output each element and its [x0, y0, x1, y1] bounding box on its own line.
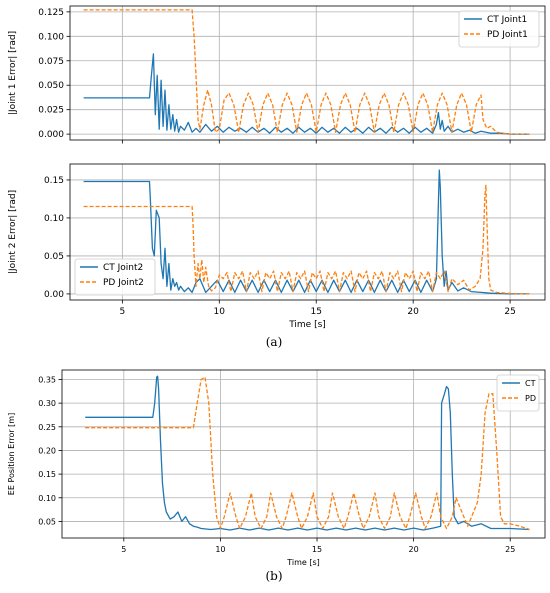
series-line-pd — [83, 184, 530, 295]
y-axis-label: |Joint 1 Error| [rad] — [8, 31, 18, 115]
chart-joint2-error: 5 10 15 20 25 0.00 0.05 0.10 0.15 Time [s] |Joint … — [8, 163, 546, 330]
y-tick-label: 0.125 — [38, 8, 64, 18]
plot-frame — [69, 163, 546, 301]
legend-label-ct: CT — [525, 379, 536, 388]
x-tick-label: 10 — [215, 545, 225, 554]
legend: CT PD — [496, 374, 540, 412]
legend-label-pd: PD Joint2 — [103, 278, 144, 288]
y-tick-label: 0.25 — [38, 423, 56, 432]
y-tick-label: 0.10 — [38, 494, 56, 503]
series-line-pd — [83, 9, 530, 135]
x-tick-label: 10 — [214, 307, 226, 317]
chart-ee-position-error: 5 10 15 20 25 0.05 0.10 0.15 0.20 0.25 0.30 0.35 Tim… — [7, 369, 546, 567]
x-tick-label: 20 — [407, 307, 419, 317]
caption-b: (b) — [265, 569, 283, 583]
y-tick-label: 0.00 — [44, 290, 64, 300]
y-axis-label: EE Position Error [m] — [7, 413, 16, 495]
series-line-ct — [85, 375, 530, 531]
y-tick-label: 0.075 — [38, 57, 64, 67]
x-tick-label: 20 — [409, 545, 419, 554]
y-tick-label: 0.15 — [38, 470, 56, 479]
chart-joint1-error: 0.000 0.025 0.050 0.075 0.100 0.125 |Joint 1 E… — [8, 5, 546, 144]
legend: CT Joint2 PD Joint2 — [74, 258, 156, 296]
legend: CT Joint1 PD Joint1 — [458, 10, 540, 48]
x-tick-label: 5 — [121, 545, 126, 554]
legend-label-pd: PD — [525, 394, 536, 403]
legend-label-pd: PD Joint1 — [487, 30, 528, 40]
x-tick-label: 25 — [505, 545, 515, 554]
y-tick-label: 0.05 — [44, 252, 64, 262]
y-tick-label: 0.000 — [38, 130, 64, 140]
plot-frame — [61, 369, 546, 539]
y-tick-label: 0.025 — [38, 106, 64, 116]
series-line-pd — [85, 376, 530, 531]
x-tick-label: 15 — [310, 307, 321, 317]
legend-box — [458, 10, 540, 48]
y-tick-label: 0.30 — [38, 399, 56, 408]
legend-label-ct: CT Joint2 — [103, 263, 143, 273]
x-tick-label: 15 — [312, 545, 322, 554]
y-tick-label: 0.10 — [44, 214, 64, 224]
x-tick-label: 25 — [504, 307, 515, 317]
y-axis-label: |Joint 2 Error| [rad] — [8, 190, 18, 274]
series-line-ct — [83, 169, 530, 295]
y-tick-label: 0.35 — [38, 375, 56, 384]
y-tick-label: 0.15 — [44, 176, 64, 186]
x-axis-label: Time [s] — [286, 558, 320, 567]
plot-frame — [69, 5, 546, 141]
y-tick-label: 0.050 — [38, 81, 64, 91]
legend-box — [496, 374, 540, 412]
x-axis-label: Time [s] — [288, 320, 326, 330]
x-tick-label: 5 — [119, 307, 125, 317]
y-tick-label: 0.20 — [38, 446, 56, 455]
y-tick-label: 0.100 — [38, 32, 64, 42]
series-line-ct — [83, 53, 530, 135]
y-tick-label: 0.05 — [38, 517, 56, 526]
legend-label-ct: CT Joint1 — [487, 15, 527, 25]
legend-box — [74, 258, 156, 296]
caption-a: (a) — [265, 335, 283, 349]
